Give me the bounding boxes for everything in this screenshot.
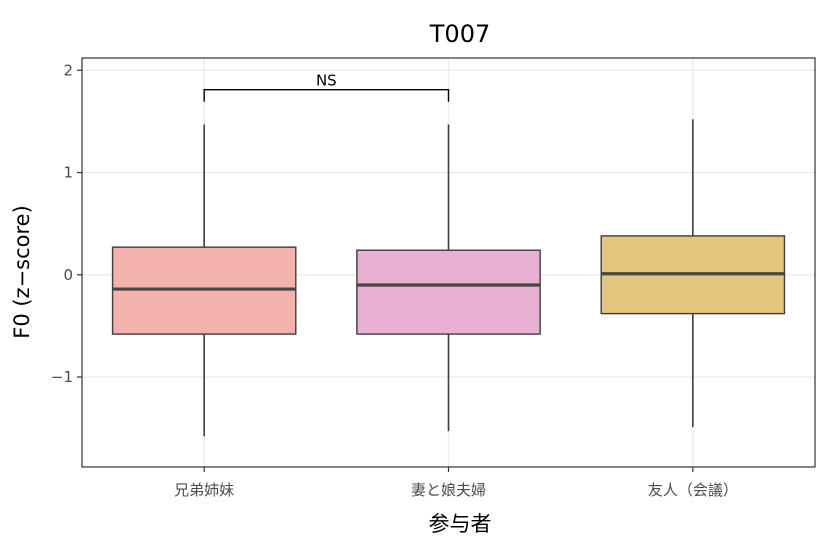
chart-title: T007 [429, 20, 490, 48]
y-tick-label: −1 [51, 368, 73, 386]
y-axis-title: F0 (z−score) [10, 205, 34, 339]
y-tick-label: 1 [63, 164, 73, 182]
x-axis-ticks: 兄弟姉妹 妻と娘夫婦 友人（会議） [174, 467, 738, 499]
annotations: NS [203, 72, 450, 102]
x-axis-title: 参与者 [429, 512, 492, 536]
x-tick-label: 友人（会議） [648, 481, 738, 499]
boxes [111, 119, 786, 437]
y-axis-ticks: −1 0 1 2 [51, 61, 82, 386]
box-1 [111, 124, 297, 437]
y-tick-label: 2 [63, 61, 73, 79]
box-2 [356, 124, 541, 432]
bracket-line [203, 88, 450, 102]
bracket-label: NS [316, 72, 337, 90]
x-tick-label: 兄弟姉妹 [174, 481, 234, 499]
box-3 [600, 119, 786, 428]
significance-bracket: NS [203, 72, 450, 102]
y-tick-label: 0 [63, 266, 73, 284]
box-iqr [356, 249, 541, 335]
x-tick-label: 妻と娘夫婦 [411, 481, 486, 499]
